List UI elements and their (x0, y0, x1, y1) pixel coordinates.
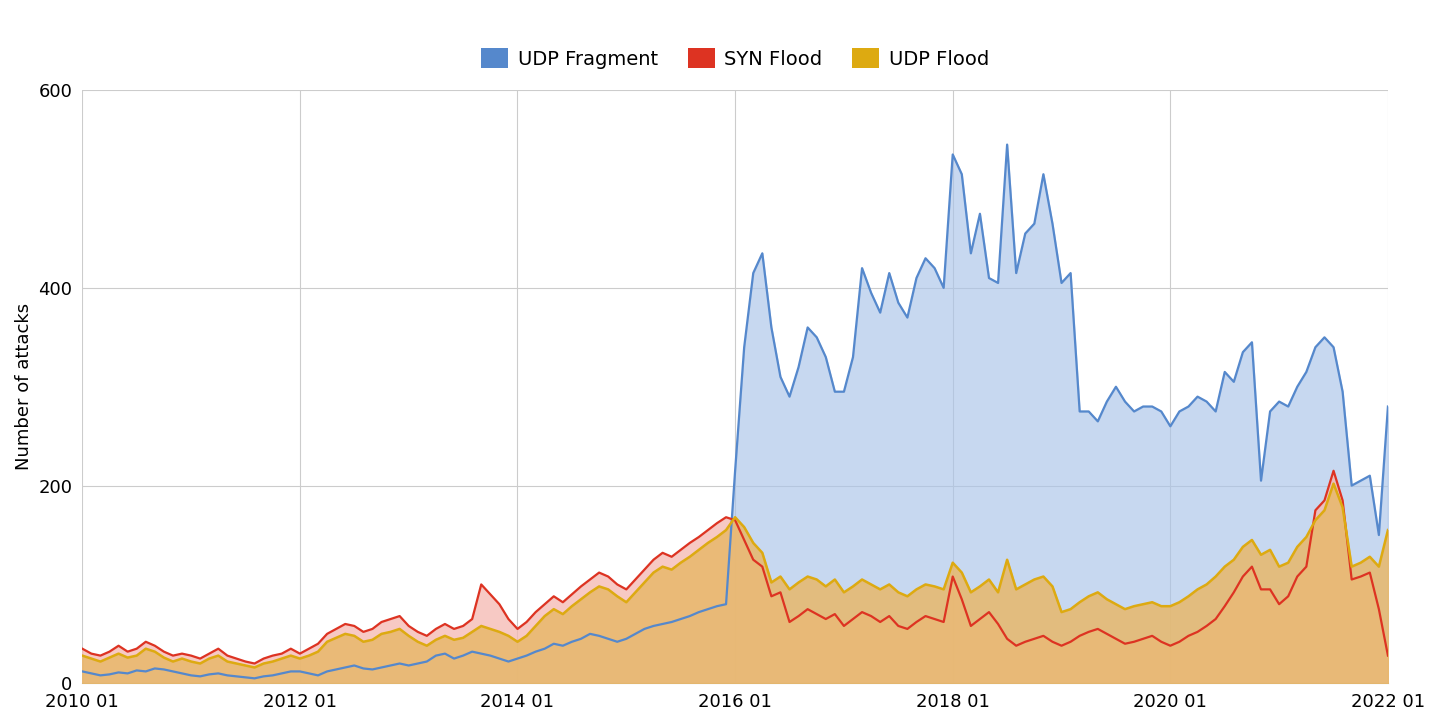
Y-axis label: Number of attacks: Number of attacks (14, 303, 33, 470)
Legend: UDP Fragment, SYN Flood, UDP Flood: UDP Fragment, SYN Flood, UDP Flood (474, 41, 996, 77)
